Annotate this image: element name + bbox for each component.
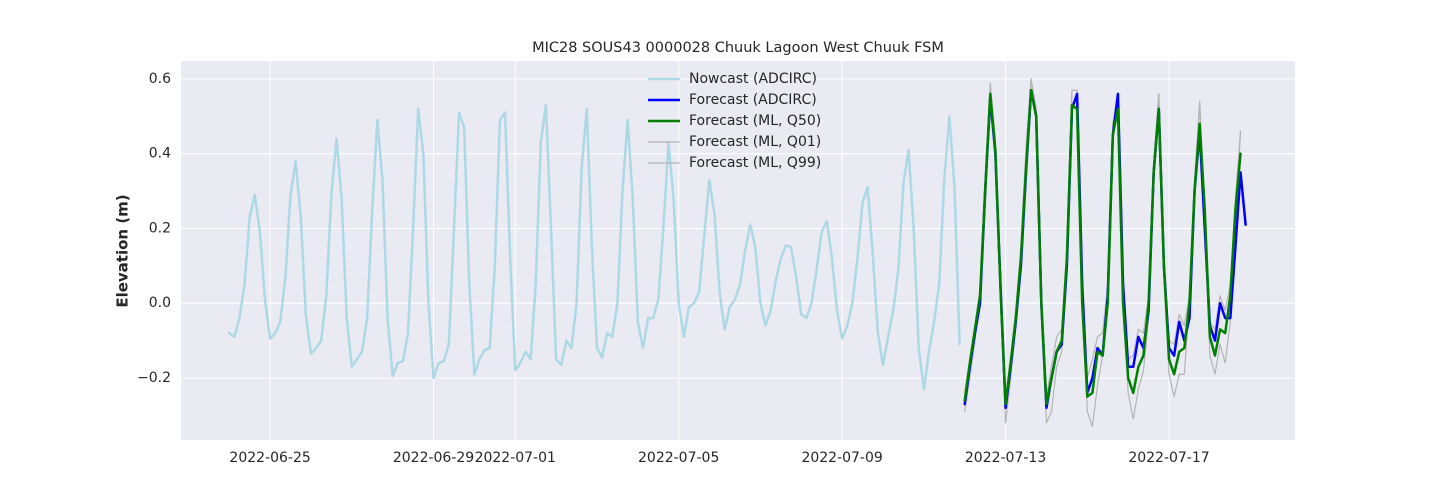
x-tick-label: 2022-07-09 (801, 450, 882, 466)
x-tick-label: 2022-07-13 (965, 450, 1046, 466)
x-tick-label: 2022-06-25 (229, 450, 310, 466)
legend: Nowcast (ADCIRC) Forecast (ADCIRC) Forecas… (648, 71, 821, 171)
series-line (963, 88, 1242, 406)
x-tick-label: 2022-07-17 (1128, 450, 1209, 466)
legend-label: Forecast (ML, Q99) (689, 155, 821, 171)
y-tick-label: 0.4 (149, 146, 171, 162)
x-tick-label: 2022-07-05 (638, 450, 719, 466)
legend-label: Forecast (ML, Q01) (689, 134, 821, 150)
lines (227, 78, 1247, 428)
y-axis-label: Elevation (m) (114, 194, 132, 307)
legend-label: Nowcast (ADCIRC) (689, 71, 817, 87)
x-tick-label: 2022-06-29 (393, 450, 474, 466)
series-line (227, 103, 961, 391)
chart-title: MIC28 SOUS43 0000028 Chuuk Lagoon West C… (532, 40, 944, 56)
y-tick-label: −0.2 (137, 370, 171, 386)
legend-label: Forecast (ADCIRC) (689, 92, 817, 108)
y-tick-label: 0.2 (149, 220, 171, 236)
x-tick-label: 2022-07-01 (475, 450, 556, 466)
y-tick-label: 0.0 (149, 295, 171, 311)
y-tick-label: 0.6 (149, 71, 171, 87)
legend-label: Forecast (ML, Q50) (689, 113, 821, 129)
